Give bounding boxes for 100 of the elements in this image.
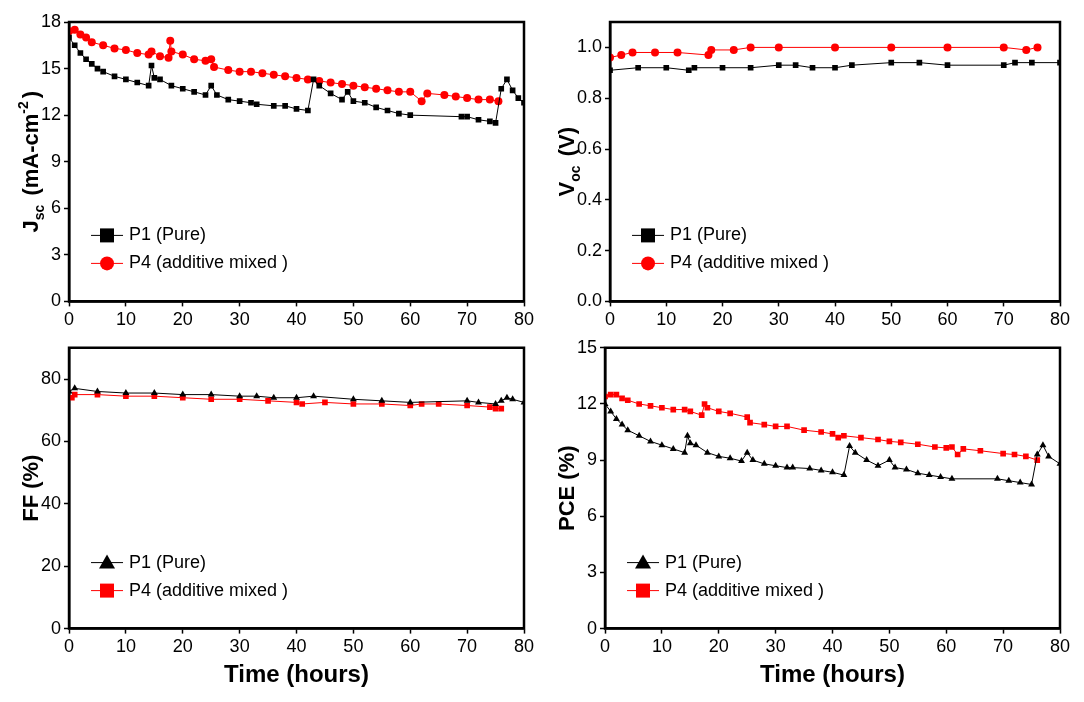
point — [618, 420, 626, 427]
legend-label: P1 (Pure) — [129, 551, 207, 572]
point — [1022, 45, 1031, 54]
point — [316, 82, 323, 89]
legend-label: P4 (additive mixed ) — [129, 252, 289, 273]
point — [772, 461, 780, 468]
x-tick-label: 0 — [64, 636, 75, 657]
point — [360, 83, 369, 92]
x-tick-label: 70 — [457, 309, 478, 330]
x-tick-label: 50 — [343, 636, 364, 657]
point — [464, 113, 470, 120]
point — [236, 98, 243, 104]
point — [960, 446, 967, 452]
y-tick-label: 3 — [51, 243, 62, 264]
point — [858, 434, 864, 441]
y-tick-label: 0.6 — [576, 137, 603, 158]
point — [361, 99, 368, 106]
point — [801, 427, 807, 433]
y-tick-label: 12 — [40, 104, 62, 125]
legend-label: P1 (Pure) — [129, 224, 207, 245]
point — [1000, 450, 1006, 457]
x-tick-label: 10 — [115, 309, 136, 330]
point — [373, 104, 379, 111]
point — [485, 95, 494, 104]
x-tick-label: 40 — [286, 309, 307, 330]
point — [224, 66, 233, 75]
point — [761, 421, 768, 428]
point — [806, 464, 814, 471]
point — [151, 75, 158, 81]
point — [515, 95, 522, 101]
point — [77, 50, 84, 56]
point — [281, 72, 290, 81]
x-tick-label: 70 — [993, 309, 1014, 330]
y-tick-label: 80 — [40, 367, 62, 388]
x-tick-label: 30 — [765, 636, 786, 657]
point — [809, 64, 816, 71]
point — [269, 70, 278, 79]
point — [247, 67, 256, 76]
point — [87, 38, 96, 47]
point — [624, 426, 632, 433]
y-axis-title: PCE (%) — [553, 445, 579, 531]
x-tick-label: 40 — [825, 309, 846, 330]
legend-label: P1 (Pure) — [670, 224, 748, 245]
point — [760, 459, 768, 466]
point — [248, 99, 254, 106]
point — [685, 67, 692, 74]
point — [659, 404, 665, 411]
point — [164, 53, 173, 62]
point — [1012, 59, 1018, 66]
y-tick-label: 20 — [40, 555, 62, 576]
x-tick-label: 30 — [229, 636, 250, 657]
point — [134, 79, 141, 86]
point — [747, 64, 754, 71]
x-tick-label: 40 — [286, 636, 307, 657]
point — [214, 92, 220, 98]
point — [344, 89, 351, 95]
point — [775, 62, 782, 69]
point — [1023, 453, 1029, 460]
point — [475, 116, 482, 123]
point — [423, 89, 432, 98]
x-tick-label: 20 — [712, 309, 733, 330]
point — [1005, 476, 1013, 483]
x-tick-label: 20 — [172, 636, 193, 657]
point — [792, 62, 799, 69]
point — [743, 448, 751, 455]
point — [887, 43, 896, 52]
point — [684, 431, 691, 438]
x-tick-label: 0 — [64, 309, 75, 330]
point — [225, 96, 232, 103]
point — [509, 87, 516, 94]
point — [463, 94, 472, 103]
point — [875, 436, 881, 443]
point — [394, 87, 403, 96]
point — [707, 45, 716, 54]
x-tick-label: 0 — [605, 309, 616, 330]
point — [210, 63, 219, 72]
point — [110, 44, 119, 53]
point — [914, 441, 921, 448]
point — [783, 463, 791, 470]
y-tick-label: 0 — [51, 290, 62, 311]
point — [846, 442, 854, 449]
point — [669, 444, 677, 451]
point — [258, 69, 267, 78]
point — [993, 474, 1001, 481]
point — [440, 90, 449, 99]
point — [746, 43, 755, 52]
x-tick-label: 40 — [822, 636, 843, 657]
point — [628, 48, 637, 57]
point — [167, 47, 176, 56]
point — [831, 43, 840, 52]
x-tick-label: 30 — [768, 309, 789, 330]
point — [83, 56, 89, 63]
point — [338, 80, 347, 89]
point — [749, 456, 757, 463]
point — [303, 75, 312, 84]
point — [744, 414, 751, 420]
y-tick-label: 6 — [587, 505, 598, 526]
point — [179, 85, 186, 92]
x-tick-label: 30 — [229, 309, 250, 330]
point — [863, 456, 871, 463]
